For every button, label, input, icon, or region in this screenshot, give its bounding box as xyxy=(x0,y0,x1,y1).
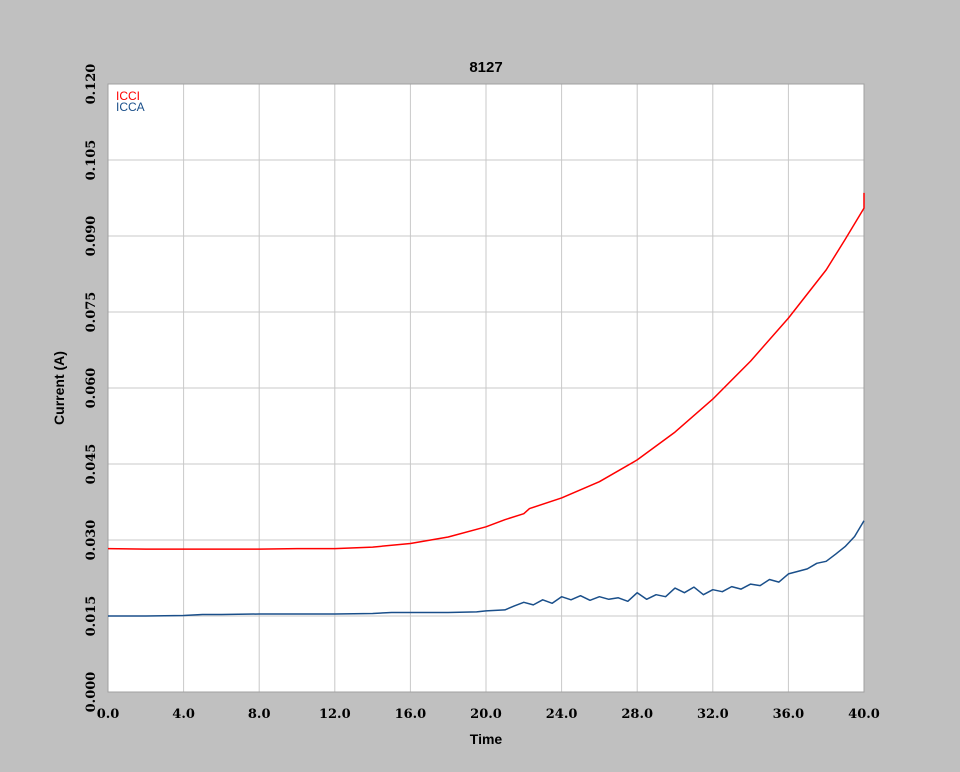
legend-entry: ICCI xyxy=(116,89,140,103)
x-tick-label: 40.0 xyxy=(848,707,880,722)
y-axis-title: Current (A) xyxy=(51,351,67,425)
y-tick-label: 0.090 xyxy=(84,216,99,257)
x-tick-label: 32.0 xyxy=(697,707,729,722)
x-tick-label: 28.0 xyxy=(621,707,653,722)
grid-layer xyxy=(107,83,865,693)
plot-border xyxy=(107,83,865,693)
y-tick-label: 0.060 xyxy=(84,368,99,409)
legend-entry: ICCA xyxy=(116,100,145,114)
y-tick-label: 0.075 xyxy=(84,292,99,333)
x-tick-label: 0.0 xyxy=(97,707,120,722)
y-tick-label: 0.120 xyxy=(84,64,99,105)
y-tick-label: 0.030 xyxy=(84,520,99,561)
series-line-icci xyxy=(107,192,865,550)
y-tick-label: 0.015 xyxy=(84,596,99,637)
tick-layer: 0.0 4.0 8.0 12.0 16.0 20.0 24.0 28.0 32.0 36.0 40.… xyxy=(84,64,880,722)
x-tick-label: 24.0 xyxy=(546,707,578,722)
y-tick-label: 0.105 xyxy=(84,140,99,181)
x-tick-label: 16.0 xyxy=(395,707,427,722)
series-line-icca xyxy=(108,520,865,617)
chart-title: 8127 xyxy=(469,59,502,76)
x-tick-label: 12.0 xyxy=(319,707,351,722)
x-tick-label: 8.0 xyxy=(248,707,271,722)
x-tick-label: 4.0 xyxy=(172,707,195,722)
x-tick-label: 20.0 xyxy=(470,707,502,722)
series-layer xyxy=(107,192,865,617)
x-axis-title: Time xyxy=(470,731,503,747)
y-tick-label: 0.045 xyxy=(84,444,99,485)
x-tick-label: 36.0 xyxy=(773,707,805,722)
y-tick-label: 0.000 xyxy=(84,672,99,713)
